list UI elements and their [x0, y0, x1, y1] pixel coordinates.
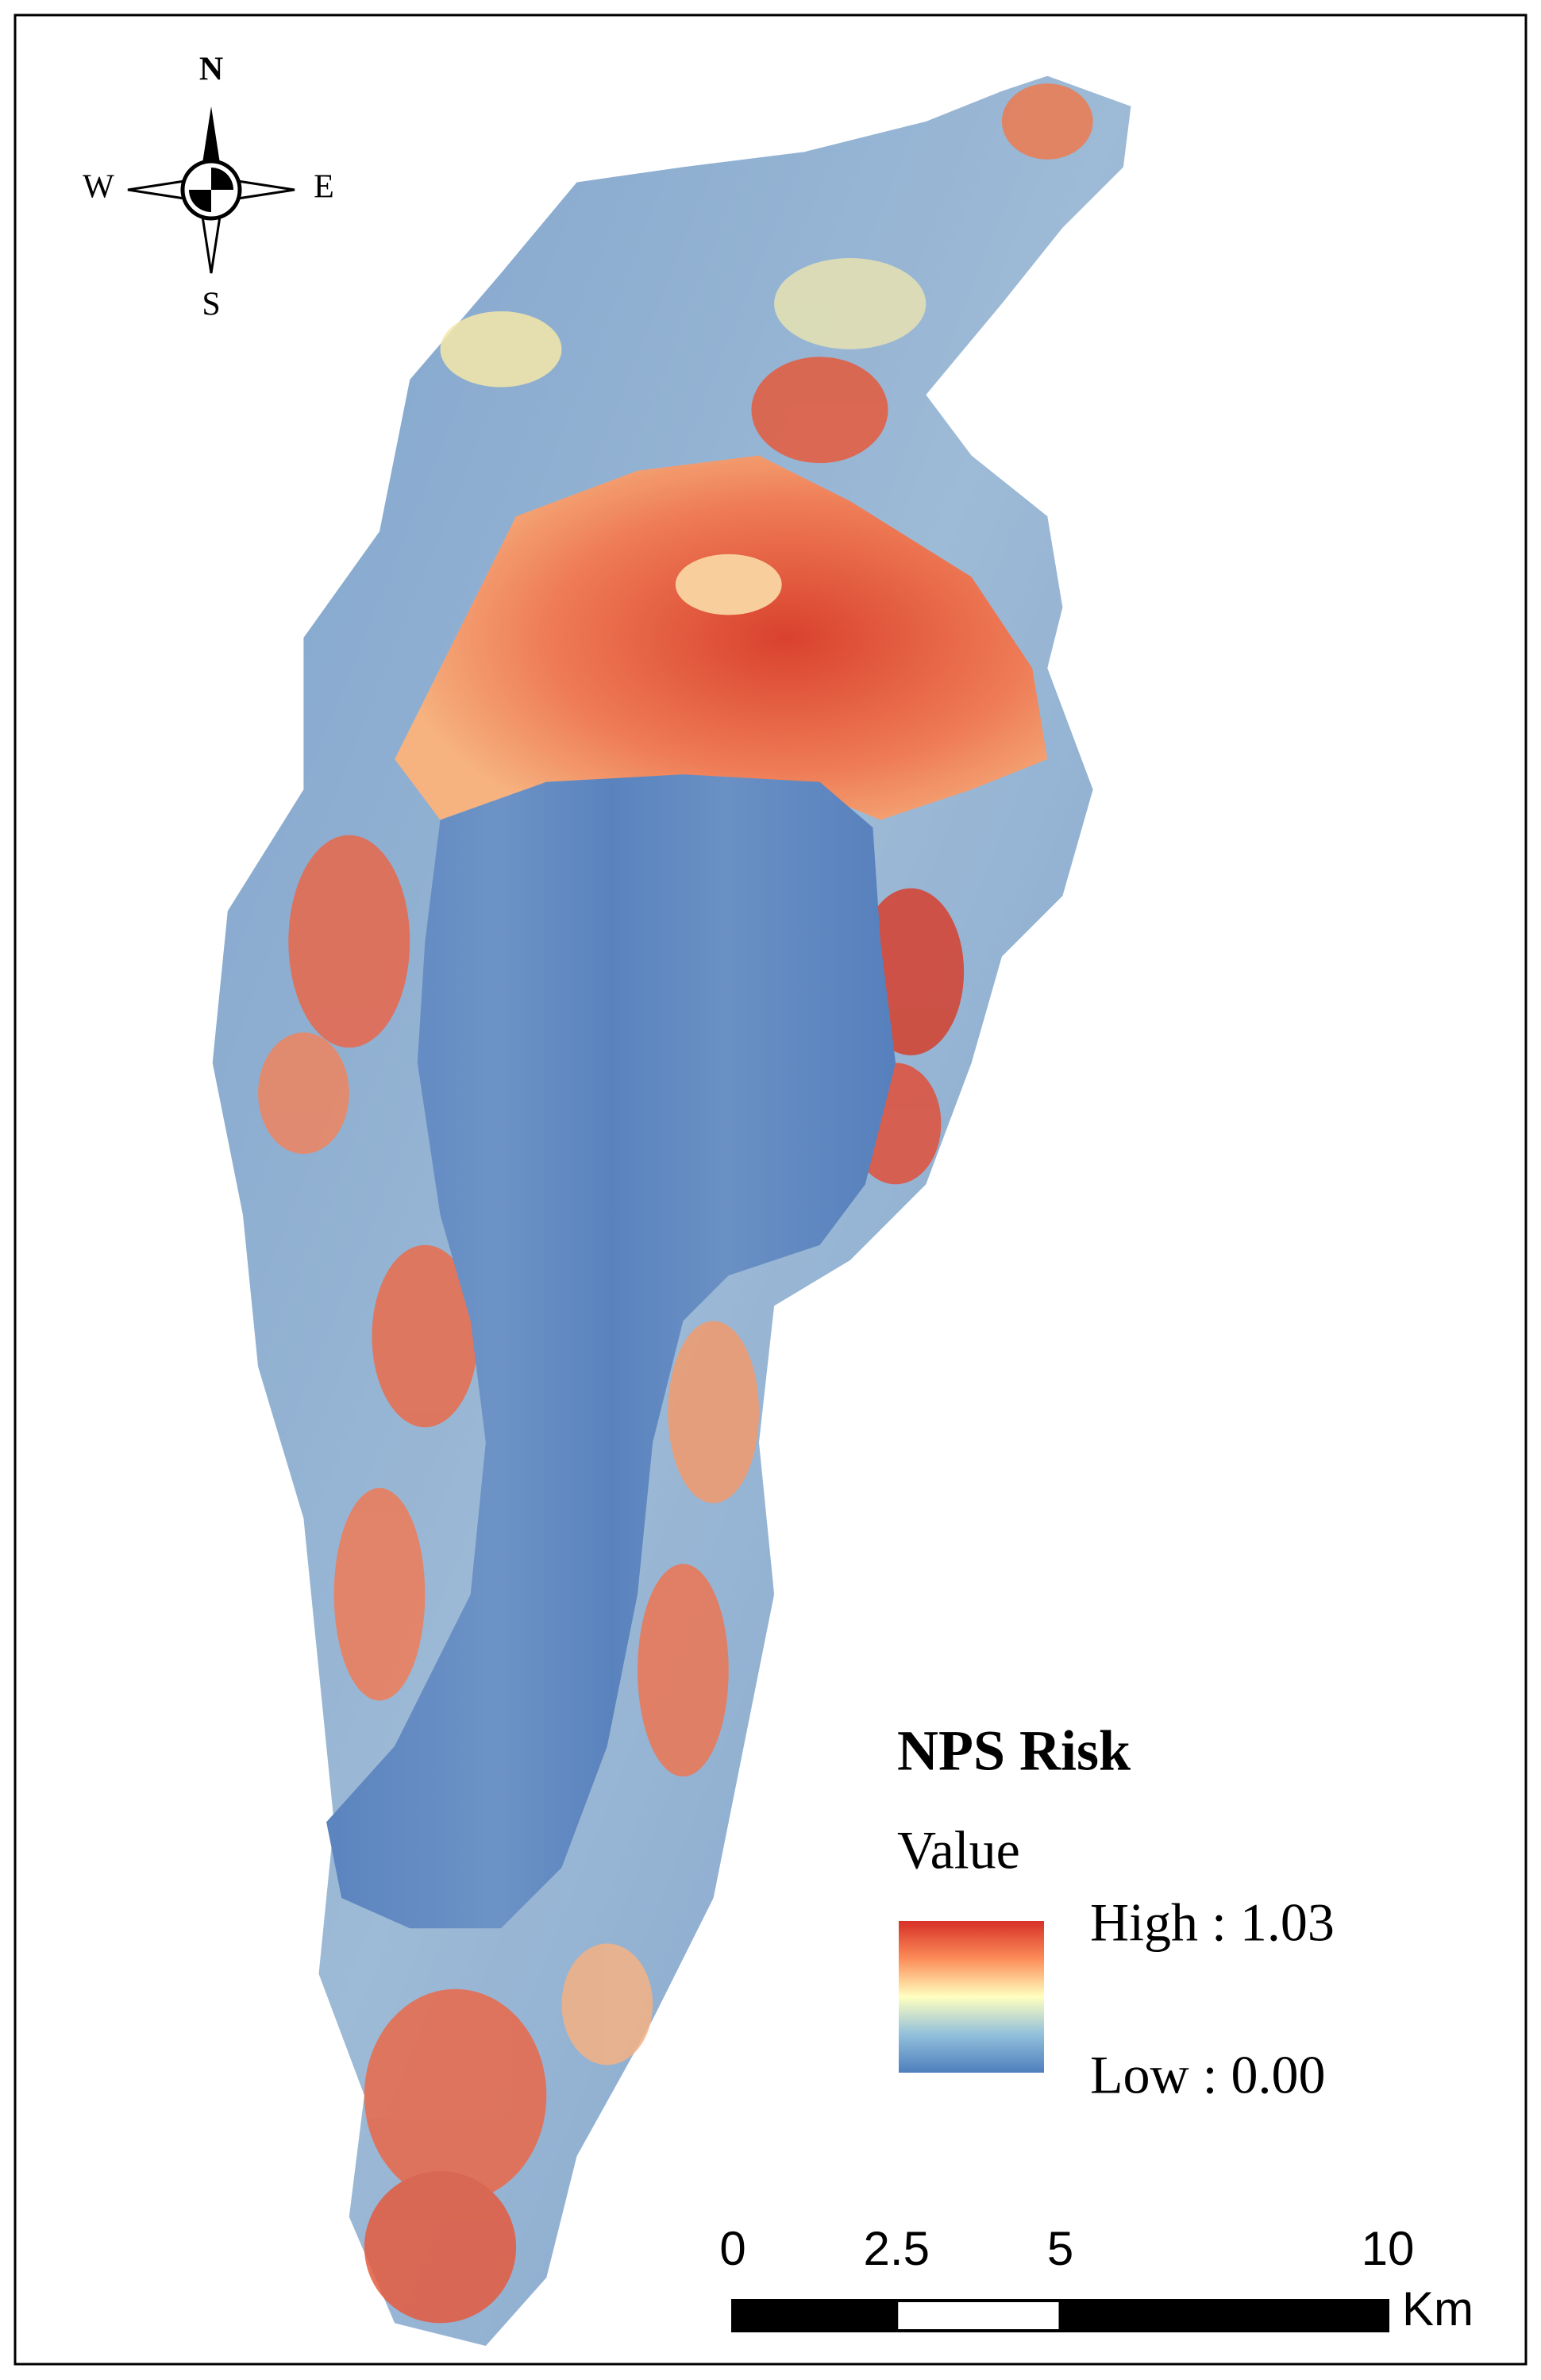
patch	[364, 1988, 547, 2202]
legend-high: High : 1.03	[1090, 1892, 1335, 1953]
scale-tick-label: 2.5	[864, 2222, 930, 2275]
patch	[1001, 83, 1093, 160]
scale-bar: 0 2.5 5 10 Km	[719, 2222, 1474, 2336]
legend: NPS Risk Value High : 1.03 Low : 0.00	[897, 1719, 1335, 2105]
urban-area	[395, 455, 1048, 820]
compass: N S W E	[83, 52, 334, 323]
legend-low: Low : 0.00	[1090, 2045, 1326, 2105]
patch	[258, 1032, 349, 1155]
compass-north: N	[199, 52, 223, 88]
patch	[561, 1943, 653, 2066]
patch	[333, 1487, 426, 1701]
scale-segment	[1058, 2299, 1389, 2332]
scale-tick-label: 10	[1362, 2222, 1415, 2275]
scale-tick-label: 5	[1047, 2222, 1073, 2275]
compass-west: W	[83, 169, 114, 206]
patch	[440, 311, 562, 388]
scale-unit: Km	[1402, 2282, 1474, 2336]
legend-title: NPS Risk	[897, 1719, 1131, 1783]
patch	[751, 357, 888, 464]
patch	[288, 835, 410, 1048]
scale-tick-label: 0	[719, 2222, 745, 2275]
patch	[638, 1564, 729, 1777]
compass-east: E	[314, 169, 334, 206]
legend-subtitle: Value	[897, 1820, 1020, 1880]
patch	[774, 258, 927, 349]
legend-ramp	[899, 1921, 1044, 2073]
scale-segment	[731, 2299, 899, 2332]
patch	[364, 2171, 517, 2324]
watershed	[212, 75, 1131, 2347]
patch	[668, 1321, 759, 1503]
urban-open	[675, 554, 782, 615]
lake	[326, 774, 896, 1929]
compass-center	[189, 168, 233, 212]
patch	[372, 1244, 479, 1428]
compass-south: S	[202, 287, 220, 323]
scale-segment	[895, 2299, 1062, 2332]
